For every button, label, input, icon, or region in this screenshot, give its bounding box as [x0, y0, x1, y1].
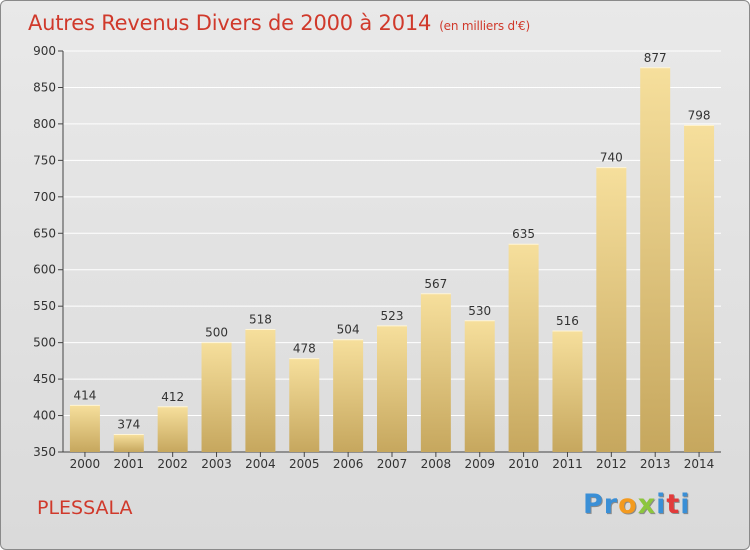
bar [113, 434, 144, 452]
data-label: 414 [73, 388, 96, 402]
data-label: 478 [293, 342, 316, 356]
data-label: 516 [556, 314, 579, 328]
data-label: 500 [205, 326, 228, 340]
y-tick-label: 400 [33, 409, 56, 423]
commune-name: PLESSALA [37, 497, 133, 519]
y-tick-label: 600 [33, 263, 56, 277]
data-label: 530 [468, 304, 491, 318]
x-tick-label: 2012 [596, 457, 627, 471]
data-label: 412 [161, 390, 184, 404]
bar [596, 167, 627, 452]
data-label: 374 [117, 418, 140, 432]
y-tick-label: 350 [33, 445, 56, 459]
x-tick-label: 2011 [552, 457, 583, 471]
proxiti-logo: Proxiti [583, 489, 691, 520]
data-label: 518 [249, 313, 272, 327]
y-tick-label: 450 [33, 372, 56, 386]
x-tick-label: 2001 [114, 457, 145, 471]
bar [684, 125, 715, 452]
y-tick-label: 900 [33, 44, 56, 58]
x-tick-label: 2005 [289, 457, 320, 471]
chart-title-text: Autres Revenus Divers de 2000 à 2014 [28, 11, 432, 35]
bar [245, 329, 276, 452]
y-tick-label: 750 [33, 153, 56, 167]
chart-title-unit: (en milliers d'€) [439, 19, 530, 33]
x-tick-label: 2007 [377, 457, 408, 471]
data-label: 740 [600, 151, 623, 165]
data-label: 635 [512, 227, 535, 241]
y-tick-label: 550 [33, 299, 56, 313]
logo-letter: P [583, 489, 604, 520]
bar [377, 325, 407, 452]
bar [552, 330, 583, 452]
y-tick-label: 800 [33, 117, 56, 131]
logo-letter: i [680, 489, 691, 520]
x-tick-label: 2003 [201, 457, 232, 471]
y-tick-label: 850 [33, 80, 56, 94]
data-label: 504 [337, 323, 360, 337]
logo-letter: o [618, 489, 638, 520]
logo-letter: x [637, 489, 657, 520]
data-label: 877 [644, 51, 667, 65]
bar [464, 320, 495, 452]
data-label: 798 [688, 108, 711, 122]
bar [640, 67, 671, 452]
logo-letter: i [656, 489, 667, 520]
x-tick-label: 2009 [464, 457, 495, 471]
bar [289, 358, 320, 452]
x-tick-label: 2000 [70, 457, 101, 471]
logo-letter: t [666, 489, 681, 520]
x-tick-label: 2014 [684, 457, 715, 471]
bar [69, 405, 100, 452]
y-tick-label: 700 [33, 190, 56, 204]
y-tick-label: 650 [33, 226, 56, 240]
x-tick-label: 2013 [640, 457, 671, 471]
x-tick-label: 2010 [508, 457, 539, 471]
bar [420, 293, 451, 452]
x-tick-label: 2004 [245, 457, 276, 471]
x-tick-label: 2002 [157, 457, 188, 471]
bar [508, 244, 539, 452]
x-tick-label: 2008 [421, 457, 452, 471]
bar [333, 339, 364, 452]
data-label: 567 [424, 277, 447, 291]
chart-title: Autres Revenus Divers de 2000 à 2014 (en … [28, 11, 530, 35]
bar [201, 342, 232, 452]
bar [157, 406, 188, 452]
data-label: 523 [381, 309, 404, 323]
logo-letter: r [603, 489, 619, 520]
y-tick-label: 500 [33, 336, 56, 350]
x-tick-label: 2006 [333, 457, 364, 471]
